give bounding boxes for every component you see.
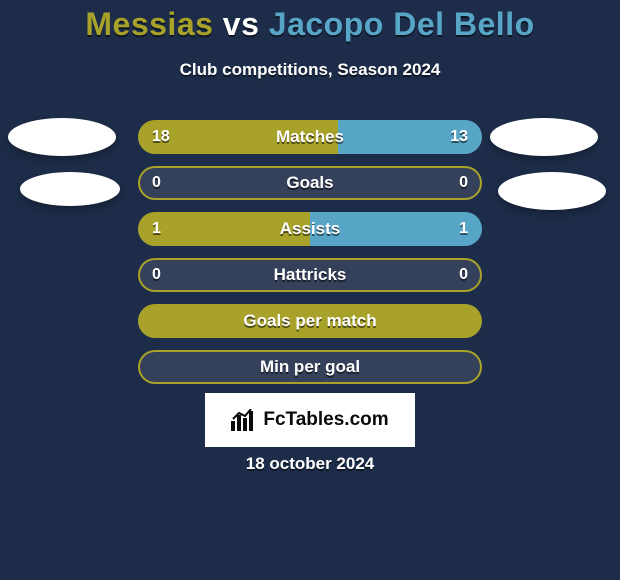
- avatar-player2: [490, 118, 598, 156]
- stat-row: Goals per match: [138, 304, 482, 338]
- subtitle: Club competitions, Season 2024: [0, 60, 620, 80]
- watermark-text: FcTables.com: [263, 409, 388, 431]
- stat-label: Matches: [138, 120, 482, 154]
- stat-value-left: 0: [152, 258, 161, 292]
- stat-row: Hattricks0 0: [138, 258, 482, 292]
- stat-label: Goals: [138, 166, 482, 200]
- stat-row: Min per goal: [138, 350, 482, 384]
- stage: Messias vs Jacopo Del Bello Club competi…: [0, 0, 620, 580]
- page-title: Messias vs Jacopo Del Bello: [0, 6, 620, 43]
- stat-value-right: 0: [459, 258, 468, 292]
- stat-label: Hattricks: [138, 258, 482, 292]
- avatar-player1: [8, 118, 116, 156]
- stat-value-right: 1: [459, 212, 468, 246]
- stats-panel: Matches1813Goals00Assists11Hattricks00Go…: [138, 120, 482, 396]
- stat-row: Matches18 13: [138, 120, 482, 154]
- title-player1: Messias: [85, 6, 213, 42]
- avatar-player1-secondary: [20, 172, 120, 206]
- stat-row: Goals0 0: [138, 166, 482, 200]
- title-vs: vs: [213, 6, 268, 42]
- stat-value-right: 13: [450, 120, 468, 154]
- stat-label: Min per goal: [138, 350, 482, 384]
- stat-label: Assists: [138, 212, 482, 246]
- watermark: FcTables.com: [205, 393, 415, 447]
- stat-value-left: 1: [152, 212, 161, 246]
- stat-value-left: 18: [152, 120, 170, 154]
- bars-icon: [231, 409, 257, 431]
- stat-value-right: 0: [459, 166, 468, 200]
- avatar-player2-secondary: [498, 172, 606, 210]
- stat-row: Assists1 1: [138, 212, 482, 246]
- date-text: 18 october 2024: [0, 454, 620, 474]
- stat-value-left: 0: [152, 166, 161, 200]
- title-player2: Jacopo Del Bello: [269, 6, 535, 42]
- stat-label: Goals per match: [138, 304, 482, 338]
